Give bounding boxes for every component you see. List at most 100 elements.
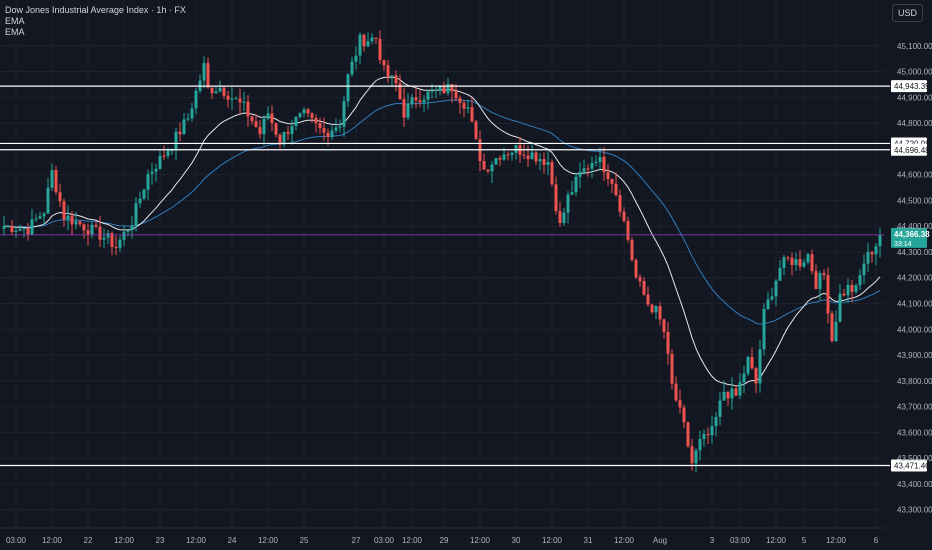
level-tag (891, 80, 927, 93)
candle-body (514, 145, 518, 153)
candle-body (730, 388, 734, 399)
candle-body (178, 131, 182, 135)
candle-body (498, 158, 502, 160)
candle-body (858, 275, 862, 286)
candle-body (602, 156, 606, 173)
price-tick-label: 43,500.00 (897, 454, 932, 463)
candle-body (22, 228, 26, 230)
candle-body (422, 99, 426, 103)
price-tick-label: 44,100.00 (897, 300, 932, 309)
candle-body (562, 212, 566, 223)
candle-body (610, 178, 614, 184)
time-tick-label: 23 (156, 536, 165, 545)
candle-body (866, 251, 870, 264)
time-axis[interactable]: 03:00 12:00 22 12:00 23 12:00 24 12:00 25 27 03:00… (0, 527, 884, 545)
candle-body (174, 131, 178, 150)
candle-body (94, 224, 98, 227)
time-tick-label: 12:00 (186, 536, 207, 545)
candle-body (14, 230, 18, 232)
candle-body (462, 102, 466, 109)
candle-body (258, 127, 262, 135)
candle-body (230, 98, 234, 100)
candle-body (374, 37, 378, 39)
candle-body (754, 368, 758, 384)
time-tick-label: 3 (710, 536, 715, 545)
price-axis[interactable]: 45,100.00 45,000.00 44,900.00 44,800.00 44,6… (897, 42, 932, 515)
currency-button[interactable]: USD (892, 4, 923, 22)
candle-body (394, 75, 398, 84)
candle-body (358, 34, 362, 56)
price-tick-label: 45,000.00 (897, 68, 932, 77)
candle-body (802, 262, 806, 267)
candle-body (282, 131, 286, 145)
candle-body (814, 271, 818, 290)
price-tick-label: 44,800.00 (897, 119, 932, 128)
price-tick-label: 44,900.00 (897, 93, 932, 102)
candle-body (186, 118, 190, 120)
horizontal-levels[interactable]: 44,943.3944,720.9844,696.4843,471.4644,3… (0, 80, 930, 472)
candle-body (430, 90, 434, 92)
candle-body (250, 116, 254, 122)
time-tick-label: 12:00 (826, 536, 847, 545)
candle-body (690, 446, 694, 464)
candle-body (790, 257, 794, 266)
candle-body (378, 38, 382, 61)
candle-body (598, 156, 602, 163)
candle-body (66, 215, 70, 220)
candle-body (46, 187, 50, 214)
candle-body (526, 155, 530, 160)
candle-body (122, 231, 126, 240)
candle-body (38, 216, 42, 219)
candle-body (278, 134, 282, 145)
candle-body (678, 400, 682, 408)
candle-body (618, 195, 622, 212)
ema-legend-2[interactable]: EMA (5, 27, 25, 37)
candle-body (714, 416, 718, 427)
last-price-label: 44,366.38 (894, 230, 930, 239)
price-tick-label: 43,900.00 (897, 351, 932, 360)
candle-body (854, 285, 858, 292)
candle-body (426, 91, 430, 100)
candle-body (330, 130, 334, 137)
candle-body (606, 172, 610, 179)
candle-body (778, 267, 782, 281)
ema-lines (4, 76, 881, 387)
candle-body (106, 233, 110, 238)
candle-body (470, 107, 474, 122)
time-tick-label: 6 (874, 536, 879, 545)
candle-body (410, 97, 414, 104)
candle-body (766, 299, 770, 309)
candle-body (670, 353, 674, 384)
candle-body (102, 237, 106, 240)
candle-body (454, 91, 458, 99)
candle-body (190, 108, 194, 119)
candle-body (214, 91, 218, 94)
price-tick-label: 44,200.00 (897, 274, 932, 283)
candle-body (54, 170, 58, 193)
candle-body (706, 433, 710, 436)
candle-body (574, 176, 578, 193)
candle-body (646, 294, 650, 305)
candle-body (150, 171, 154, 175)
candle-body (838, 293, 842, 322)
candle-body (382, 60, 386, 66)
candle-body (738, 382, 742, 396)
candle-body (334, 127, 338, 131)
chart-legend: Dow Jones Industrial Average Index · 1h … (5, 5, 186, 38)
symbol-title: Dow Jones Industrial Average Index · 1h … (5, 5, 186, 15)
time-tick-label: 29 (440, 536, 449, 545)
candle-body (154, 168, 158, 172)
ema-legend-1[interactable]: EMA (5, 16, 25, 26)
candle-body (734, 388, 738, 396)
ema-fast-line (4, 76, 881, 387)
candle-body (118, 239, 122, 248)
candle-body (486, 169, 490, 172)
candle-body (110, 233, 114, 247)
time-tick-label: 03:00 (374, 536, 395, 545)
chart-grid (0, 0, 884, 528)
candle-body (290, 126, 294, 134)
candle-body (634, 259, 638, 278)
candle-body (30, 219, 34, 235)
time-tick-label: 24 (228, 536, 237, 545)
